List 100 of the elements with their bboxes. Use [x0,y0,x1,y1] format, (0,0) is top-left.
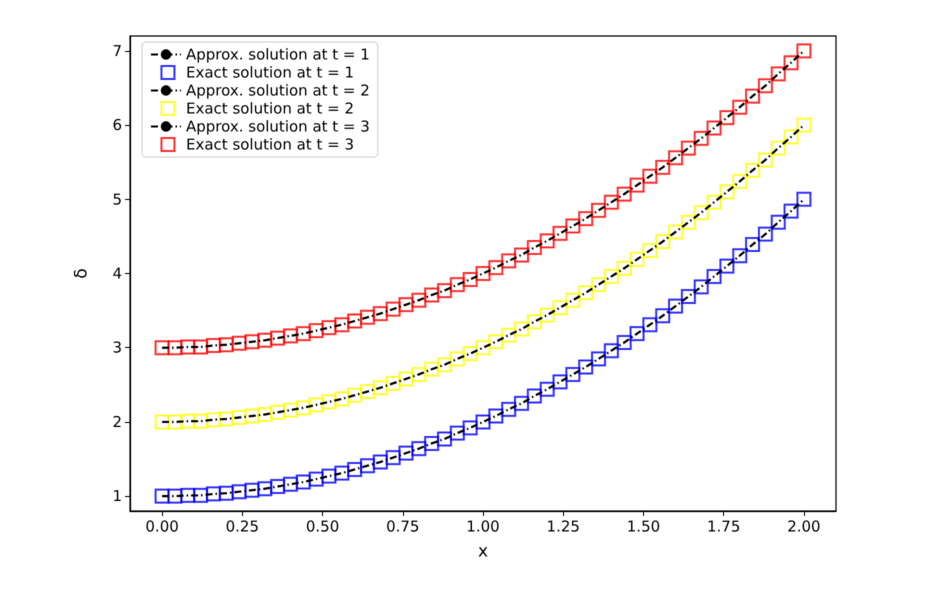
point [514,247,530,262]
legend-label: Exact solution at t = 1 [186,64,354,82]
point [732,248,748,264]
point [244,482,260,498]
point [616,186,632,202]
point [604,194,619,210]
point [501,328,516,343]
point [758,152,773,168]
point [193,414,208,429]
point [745,237,760,252]
point [450,277,465,292]
x-tick-label: 1.00 [466,518,500,536]
point [655,160,670,175]
point [488,260,504,276]
point [745,88,760,104]
point [257,481,272,496]
point [488,334,504,350]
point [719,258,734,274]
x-axis-title: x [478,542,488,562]
point [706,194,722,210]
point [347,388,362,403]
point [167,414,182,430]
point [540,382,555,397]
point [732,174,748,189]
legend-label: Approx. solution at t = 3 [186,118,370,136]
x-tick-label: 0.50 [306,518,340,536]
point [462,346,478,362]
point [476,414,490,430]
point [501,253,516,268]
point [642,168,658,184]
point [411,441,426,456]
point [321,394,336,410]
point [232,484,247,500]
point [552,300,568,316]
point [372,306,388,322]
point [398,371,414,386]
point [630,178,645,193]
point [193,488,208,503]
point [694,279,709,294]
point [386,450,401,466]
y-tick-label: 2 [112,412,122,431]
point [347,462,362,477]
point [308,397,324,412]
x-tick-label: 1.25 [546,518,580,536]
point [372,380,388,396]
point [680,214,696,230]
point [167,340,182,356]
point [604,268,619,284]
point [436,283,452,298]
point [488,408,504,424]
point [770,66,786,82]
point [270,404,286,420]
point [270,330,286,346]
point [578,360,594,375]
point [758,226,773,242]
legend-label: Exact solution at t = 2 [186,100,354,118]
y-tick-label: 3 [112,338,122,357]
point [282,402,298,418]
point [784,204,799,219]
point [680,140,696,156]
point [154,488,170,504]
y-axis-title: δ [72,268,92,279]
point [476,340,490,356]
point [591,351,606,366]
point [218,486,234,501]
legend-label: Approx. solution at t = 2 [186,82,370,100]
point [616,335,632,350]
point [578,285,594,300]
y-tick-label: 6 [112,116,122,134]
x-tick-label: 2.00 [787,518,821,536]
point [462,272,478,287]
point [501,402,516,417]
point [526,240,542,256]
point [565,366,580,382]
point [334,466,350,481]
x-tick-label: 0.25 [226,518,260,536]
point [668,298,684,314]
point [796,118,812,133]
point [232,336,247,351]
point [578,211,594,226]
point [244,334,260,350]
point [450,426,465,441]
point [591,277,606,292]
point [180,488,196,503]
point [668,224,684,240]
point [154,414,170,430]
point [360,310,375,325]
legend-label: Exact solution at t = 3 [186,136,354,154]
point [360,384,375,400]
point [526,314,542,330]
point [565,292,580,308]
y-tick-label: 4 [112,264,122,282]
point [796,192,812,207]
point [694,205,709,220]
point [206,486,221,502]
point [411,366,426,382]
x-tick-label: 0.00 [145,518,179,536]
point [347,314,362,328]
point [630,326,645,342]
point [296,326,311,342]
